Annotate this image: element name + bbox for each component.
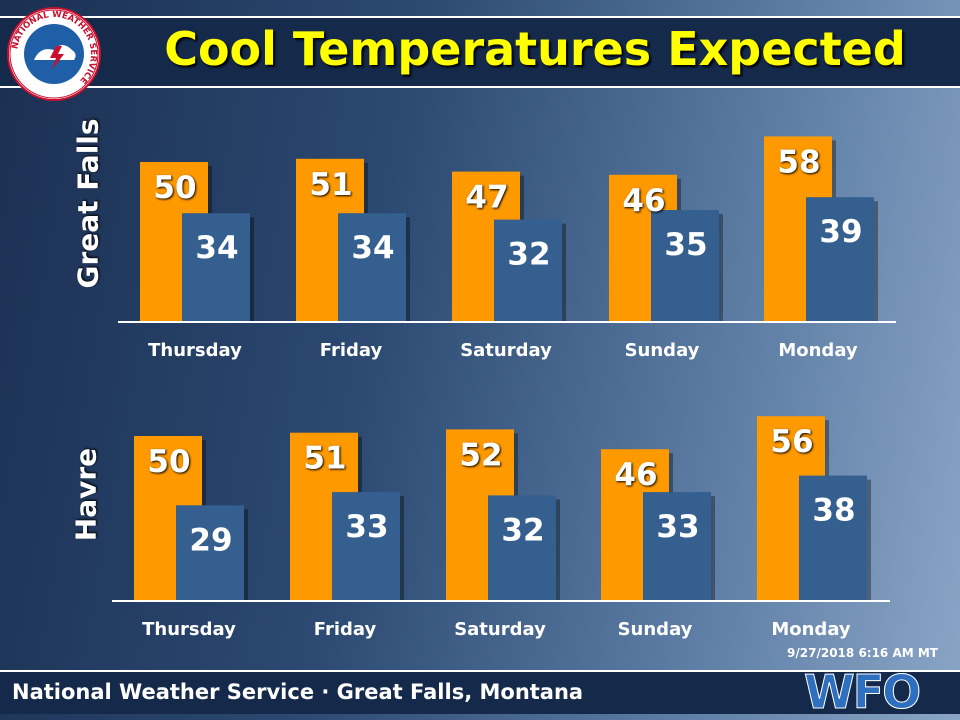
tick-label: Monday [771,619,851,640]
data-label-low: 33 [656,509,699,545]
bar-low [176,505,244,601]
bar-low [799,475,867,601]
tick-label: Saturday [454,619,546,640]
tick-label: Friday [320,340,383,361]
tick-label: Friday [314,619,377,640]
tick-label: Thursday [148,340,242,361]
data-label-low: 33 [345,509,388,545]
data-label-high: 46 [614,457,657,493]
tick-label: Monday [778,340,858,361]
footer-rule [0,670,960,672]
data-label-high: 51 [309,167,352,203]
data-label-low: 34 [195,230,238,266]
tick-label: Sunday [625,340,700,361]
data-label-high: 50 [153,170,196,206]
bar-low [494,219,562,322]
wfo-logo-text: WFO [804,665,919,716]
timestamp: 9/27/2018 6:16 AM MT [787,646,938,660]
data-label-low: 32 [507,237,550,273]
footer-text: National Weather Service · Great Falls, … [12,680,584,704]
data-label-high: 50 [147,444,190,480]
data-label-low: 34 [351,230,394,266]
bar-low [182,213,250,322]
header-band [0,18,960,86]
data-label-high: 52 [459,437,502,473]
data-label-low: 39 [819,214,862,250]
bar-low [651,210,719,322]
footer-band [0,672,960,714]
data-label-low: 38 [812,493,855,529]
header-bottom-rule [0,86,960,88]
bar-low [488,495,556,601]
data-label-high: 51 [303,441,346,477]
wfo-logo: WFO [804,665,922,717]
data-label-high: 47 [465,180,508,216]
data-label-high: 56 [770,424,813,460]
data-label-high: 46 [622,183,665,219]
page-title: Cool Temperatures Expected [164,22,906,76]
bar-low [332,492,400,601]
data-label-low: 35 [664,227,707,263]
tick-label: Saturday [460,340,552,361]
header-top-rule [0,16,960,18]
tick-label: Sunday [618,619,693,640]
bar-low [643,492,711,601]
data-label-low: 32 [501,512,544,548]
bar-low [338,213,406,322]
tick-label: Thursday [142,619,236,640]
data-label-high: 58 [777,144,820,180]
nws-logo: NATIONAL WEATHER SERVICE [7,7,101,101]
data-label-low: 29 [189,522,232,558]
bar-low [806,197,874,322]
